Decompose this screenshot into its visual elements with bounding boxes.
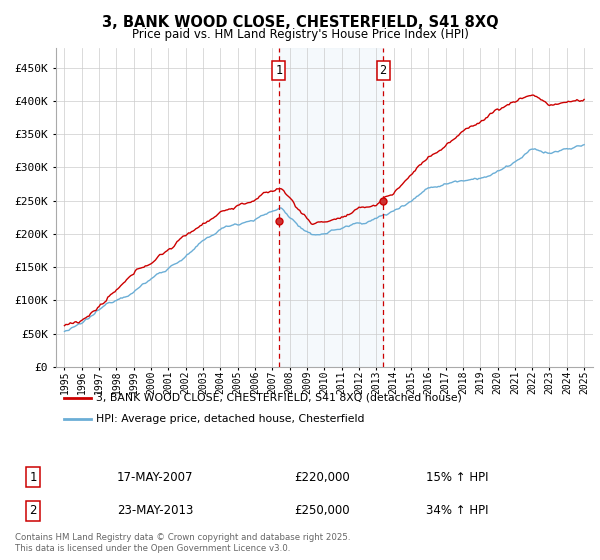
Text: 2: 2: [29, 504, 37, 517]
Text: 23-MAY-2013: 23-MAY-2013: [117, 504, 193, 517]
Text: Contains HM Land Registry data © Crown copyright and database right 2025.
This d: Contains HM Land Registry data © Crown c…: [15, 533, 350, 553]
Text: £250,000: £250,000: [294, 504, 350, 517]
Text: 3, BANK WOOD CLOSE, CHESTERFIELD, S41 8XQ (detached house): 3, BANK WOOD CLOSE, CHESTERFIELD, S41 8X…: [96, 393, 462, 403]
Bar: [279, 48, 383, 367]
Text: Price paid vs. HM Land Registry's House Price Index (HPI): Price paid vs. HM Land Registry's House …: [131, 28, 469, 41]
Text: 34% ↑ HPI: 34% ↑ HPI: [426, 504, 488, 517]
Text: HPI: Average price, detached house, Chesterfield: HPI: Average price, detached house, Ches…: [96, 414, 365, 424]
Text: 2: 2: [379, 64, 386, 77]
Text: 15% ↑ HPI: 15% ↑ HPI: [426, 470, 488, 484]
Text: 1: 1: [29, 470, 37, 484]
Text: £220,000: £220,000: [294, 470, 350, 484]
Text: 17-MAY-2007: 17-MAY-2007: [117, 470, 193, 484]
Text: 1: 1: [275, 64, 283, 77]
Text: 3, BANK WOOD CLOSE, CHESTERFIELD, S41 8XQ: 3, BANK WOOD CLOSE, CHESTERFIELD, S41 8X…: [101, 15, 499, 30]
